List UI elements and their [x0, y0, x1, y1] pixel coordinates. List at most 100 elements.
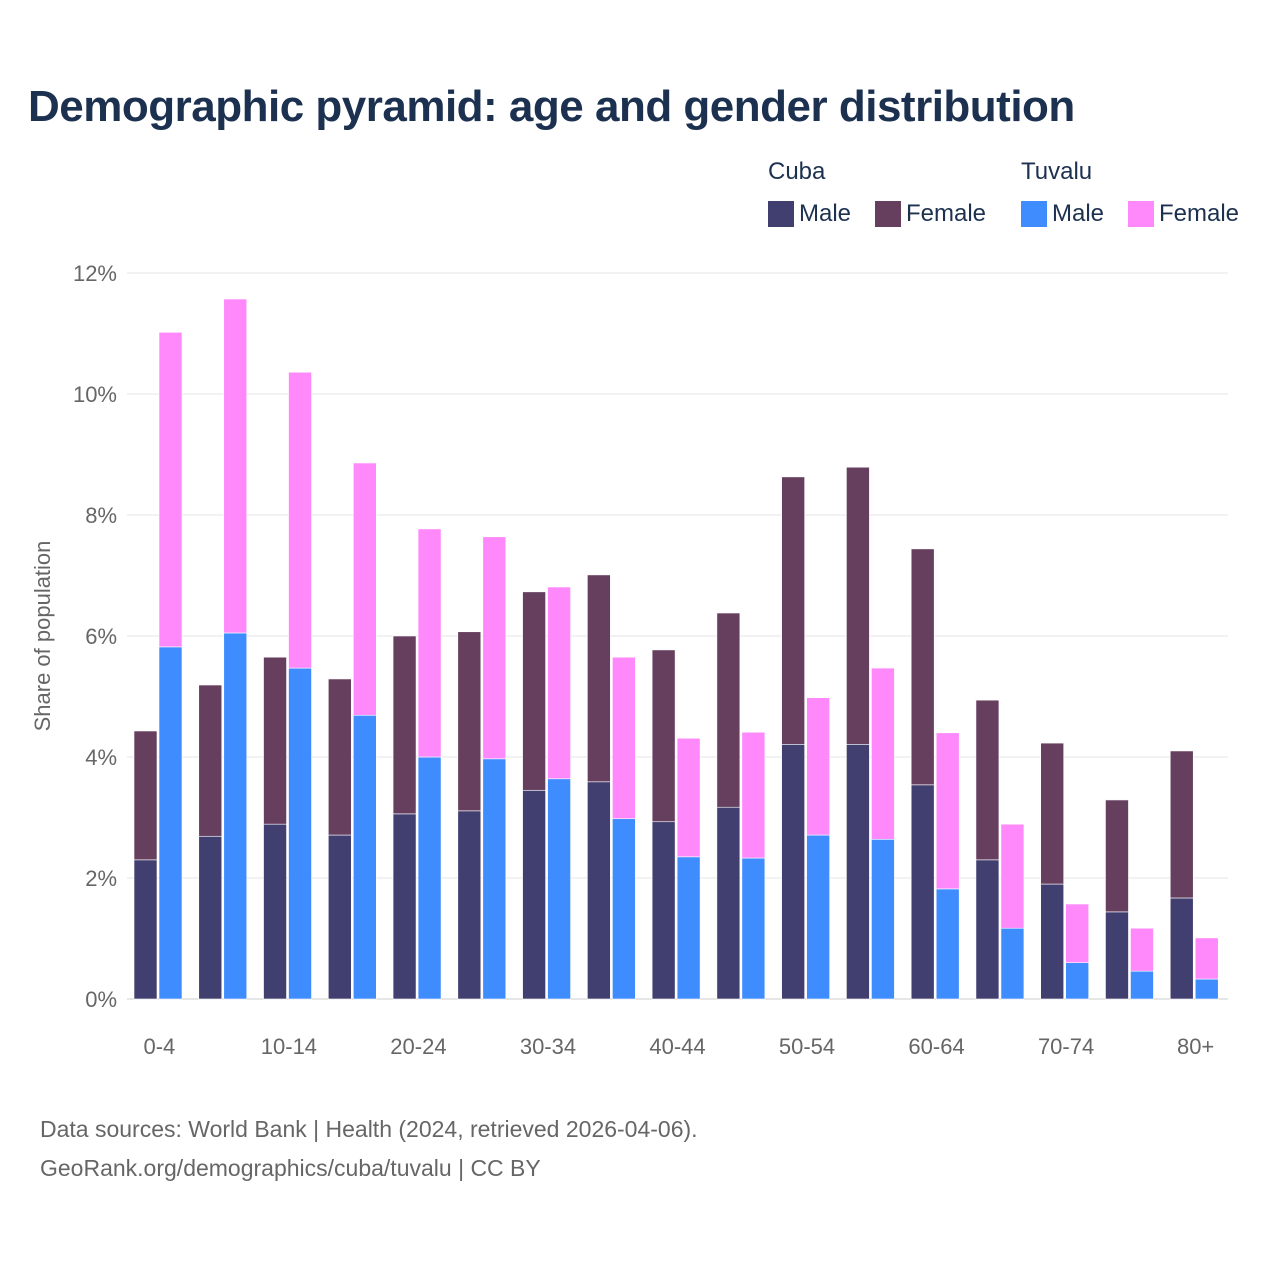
bar-cuba-female	[975, 699, 1000, 861]
footer-url[interactable]: GeoRank.org/demographics/cuba/tuvalu | C…	[40, 1155, 541, 1181]
legend-item-tuvalu-male[interactable]: Male	[1021, 200, 1104, 228]
legend-group-cuba: Cuba	[768, 158, 826, 185]
bar-tuvalu-female	[417, 528, 442, 758]
bar-cuba-female	[651, 649, 676, 823]
bar-tuvalu-female	[482, 536, 507, 760]
x-tick-label: 70-74	[1038, 1034, 1094, 1059]
legend-item-tuvalu-female[interactable]: Female	[1128, 200, 1239, 228]
y-tick-label: 12%	[73, 261, 117, 286]
bar-tuvalu-female	[352, 462, 377, 716]
bar-tuvalu-female	[806, 697, 830, 836]
y-tick-label: 6%	[85, 624, 117, 649]
bar-cuba-male	[198, 835, 223, 1000]
bar-tuvalu-female	[547, 586, 571, 780]
bar-tuvalu-female	[288, 371, 312, 669]
y-tick-label: 0%	[85, 987, 117, 1012]
chart-title: Demographic pyramid: age and gender dist…	[28, 82, 1075, 131]
bar-tuvalu-male	[1000, 927, 1025, 1000]
bar-cuba-female	[781, 476, 805, 745]
legend-swatch	[1128, 201, 1154, 227]
bar-cuba-female	[327, 678, 352, 836]
x-tick-label: 20-24	[390, 1034, 446, 1059]
bar-tuvalu-female	[223, 298, 248, 634]
bar-cuba-male	[716, 806, 741, 1000]
bar-tuvalu-male	[935, 888, 960, 1000]
bar-cuba-female	[457, 631, 482, 812]
bar-cuba-male	[587, 781, 611, 1000]
bar-tuvalu-female	[158, 331, 183, 648]
bar-tuvalu-male	[158, 646, 183, 1000]
bar-cuba-male	[457, 810, 482, 1000]
bar-cuba-male	[1105, 911, 1129, 1000]
bar-cuba-male	[1169, 897, 1194, 1000]
y-tick-label: 2%	[85, 866, 117, 891]
bar-cuba-female	[910, 548, 935, 786]
bar-cuba-female	[846, 466, 870, 745]
bar-tuvalu-female	[1000, 823, 1025, 929]
bar-cuba-female	[392, 635, 417, 815]
bar-tuvalu-male	[1065, 962, 1090, 1000]
bar-tuvalu-male	[1130, 970, 1154, 1000]
bar-cuba-female	[263, 656, 287, 825]
legend-item-cuba-female[interactable]: Female	[875, 200, 986, 228]
y-tick-label: 10%	[73, 382, 117, 407]
bar-tuvalu-male	[223, 632, 248, 1000]
bar-cuba-female	[587, 574, 611, 783]
bar-cuba-male	[846, 743, 870, 1000]
bar-tuvalu-male	[806, 834, 830, 1000]
bar-tuvalu-female	[1194, 937, 1219, 980]
bar-tuvalu-male	[612, 818, 636, 1000]
legend-label: Male	[799, 200, 852, 227]
legend-label: Female	[906, 200, 987, 227]
bar-tuvalu-female	[1130, 927, 1154, 972]
bar-cuba-male	[522, 789, 546, 1000]
bar-cuba-male	[327, 834, 352, 1000]
bar-cuba-male	[651, 821, 676, 1000]
bar-tuvalu-male	[1194, 978, 1219, 1000]
bar-cuba-male	[781, 743, 805, 1000]
bar-tuvalu-male	[547, 778, 571, 1000]
bar-cuba-male	[1040, 883, 1065, 1000]
x-tick-label: 60-64	[908, 1034, 964, 1059]
bar-tuvalu-female	[676, 737, 701, 858]
x-tick-label: 10-14	[261, 1034, 317, 1059]
legend-swatch	[768, 201, 794, 227]
x-tick-label: 80+	[1177, 1034, 1214, 1059]
bar-cuba-female	[716, 612, 741, 808]
x-tick-label: 40-44	[649, 1034, 705, 1059]
bar-cuba-female	[1040, 742, 1065, 885]
bar-tuvalu-male	[741, 857, 766, 1000]
bar-tuvalu-male	[676, 856, 701, 1000]
bar-cuba-male	[975, 859, 1000, 1000]
bar-tuvalu-female	[935, 732, 960, 890]
bar-tuvalu-male	[482, 758, 507, 1000]
bar-cuba-male	[392, 813, 417, 1000]
legend-group-tuvalu: Tuvalu	[1021, 158, 1093, 185]
y-axis-label: Share of population	[30, 541, 55, 732]
bar-cuba-female	[133, 730, 158, 861]
x-tick-label: 30-34	[520, 1034, 576, 1059]
bar-cuba-female	[198, 684, 223, 837]
legend-label: Female	[1159, 200, 1240, 227]
bar-cuba-female	[1169, 750, 1194, 899]
legend-swatch	[1021, 201, 1047, 227]
bar-tuvalu-male	[871, 838, 895, 1000]
x-tick-label: 0-4	[143, 1034, 175, 1059]
bar-tuvalu-male	[288, 667, 312, 1000]
legend-item-cuba-male[interactable]: Male	[768, 200, 851, 228]
footer-source: Data sources: World Bank | Health (2024,…	[40, 1116, 698, 1142]
bar-tuvalu-male	[352, 714, 377, 1000]
bar-tuvalu-female	[612, 656, 636, 820]
bar-cuba-female	[1105, 799, 1129, 913]
bar-tuvalu-female	[871, 667, 895, 840]
bar-cuba-male	[910, 784, 935, 1000]
bar-cuba-male	[133, 859, 158, 1000]
x-tick-label: 50-54	[779, 1034, 835, 1059]
bar-cuba-female	[522, 591, 546, 791]
bar-tuvalu-female	[1065, 903, 1090, 964]
y-tick-label: 8%	[85, 503, 117, 528]
bar-cuba-male	[263, 823, 287, 1000]
bar-tuvalu-male	[417, 756, 442, 1000]
